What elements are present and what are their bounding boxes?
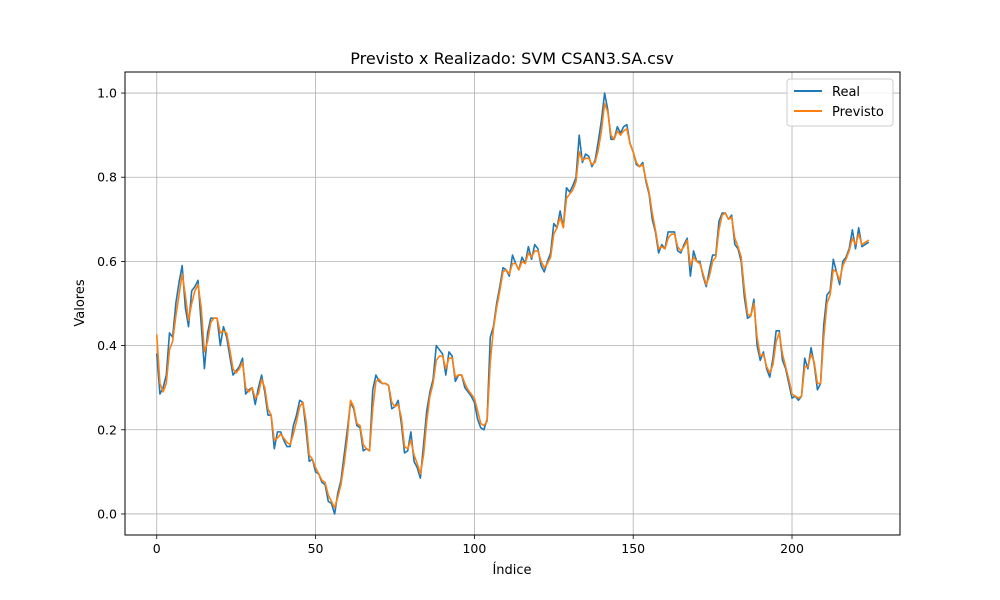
series-line-real [155,92,870,515]
x-tick-label: 50 [308,541,324,556]
y-tick-label: 0.6 [97,254,117,269]
legend-label-real: Real [832,85,860,100]
y-tick-label: 1.0 [97,86,117,101]
x-axis-label: Índice [492,562,531,578]
ticks: 0 50 100 150 200 0.0 0.2 0.4 0.6 0.8 1.0 [97,86,804,556]
legend: Real Previsto [786,78,894,127]
legend-label-previsto: Previsto [832,105,884,120]
y-tick-label: 0.0 [97,506,117,521]
x-tick-label: 150 [621,541,645,556]
y-axis-label: Valores [73,279,88,326]
x-tick-label: 100 [462,541,486,556]
y-tick-label: 0.4 [97,338,117,353]
chart-title: Previsto x Realizado: SVM CSAN3.SA.csv [350,49,674,68]
y-tick-label: 0.8 [97,170,117,185]
x-tick-label: 200 [780,541,804,556]
x-tick-label: 0 [153,541,161,556]
grid [125,72,900,535]
y-tick-label: 0.2 [97,422,117,437]
series-layer [155,92,870,515]
series-line-previsto [155,102,870,509]
plot-frame [124,71,901,536]
